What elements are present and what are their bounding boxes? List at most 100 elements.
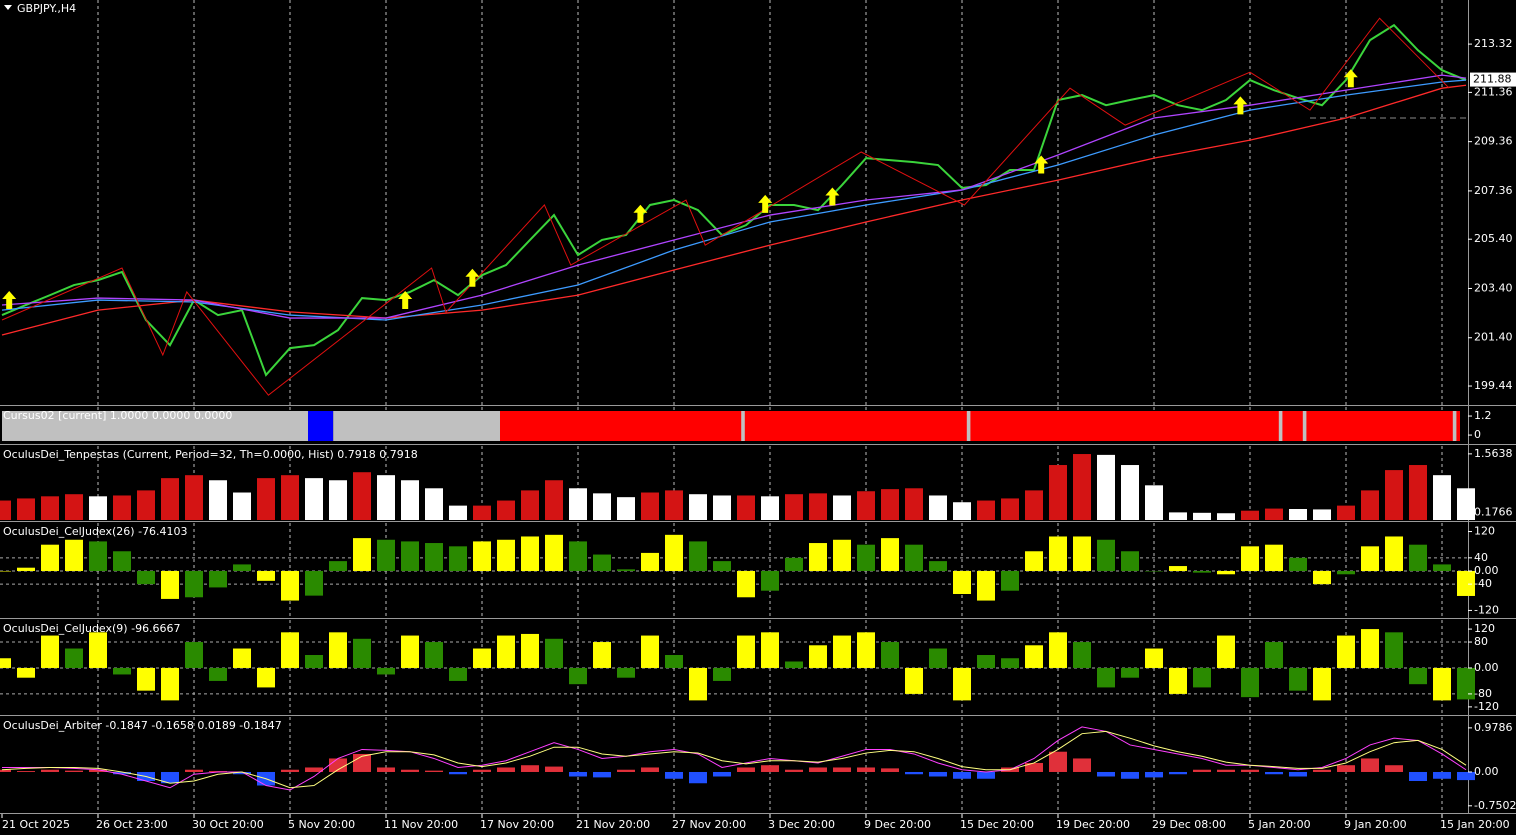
histogram-bar: [1121, 465, 1139, 520]
y-tick-label: -120: [1474, 603, 1499, 616]
x-tick-label: 9 Jan 20:00: [1344, 818, 1407, 831]
histogram-bar: [953, 570, 971, 594]
histogram-bar: [353, 538, 371, 571]
histogram-bar: [17, 567, 35, 571]
histogram-bar: [761, 496, 779, 520]
histogram-bar: [401, 541, 419, 571]
histogram-bar: [905, 667, 923, 694]
histogram-bar: [1241, 667, 1259, 698]
panel-title: OculusDei_CelJudex(9) -96.6667: [3, 622, 181, 635]
x-tick-label: 11 Nov 20:00: [384, 818, 458, 831]
histogram-bar: [1385, 536, 1403, 571]
histogram-bar: [1385, 632, 1403, 668]
histogram-bar: [1169, 667, 1187, 694]
histogram-bar: [977, 655, 995, 668]
histogram-bar: [521, 633, 539, 668]
histogram-bar: [353, 638, 371, 668]
y-tick-label: 203.40: [1474, 281, 1513, 294]
histogram-bar: [1001, 570, 1019, 591]
histogram-bar: [401, 635, 419, 668]
histogram-bar: [1169, 512, 1187, 520]
histogram-bar: [1433, 667, 1451, 701]
y-tick-label: 201.40: [1474, 331, 1513, 344]
x-tick-label: 21 Oct 2025: [2, 818, 70, 831]
histogram-bar: [785, 494, 803, 520]
histogram-bar: [593, 771, 611, 778]
histogram-bar: [113, 551, 131, 571]
histogram-bar: [1145, 570, 1163, 572]
x-tick-label: 27 Nov 20:00: [672, 818, 746, 831]
histogram-bar: [641, 552, 659, 571]
histogram-bar: [1337, 570, 1355, 575]
histogram-bar: [569, 541, 587, 571]
histogram-bar: [1121, 551, 1139, 571]
indicator-line: [1, 84, 1467, 336]
y-tick-label: 205.40: [1474, 232, 1513, 245]
signal-arrow: [1233, 96, 1248, 115]
y-tick-label: 80: [1474, 635, 1488, 648]
histogram-bar: [1001, 498, 1019, 520]
histogram-bar: [497, 500, 515, 520]
histogram-bar: [665, 655, 683, 668]
histogram-bar: [377, 667, 395, 675]
histogram-bar: [785, 661, 803, 668]
histogram-bar: [0, 570, 11, 572]
signal-arrow: [633, 204, 648, 223]
state-segment: [308, 411, 334, 441]
histogram-bar: [473, 541, 491, 571]
histogram-bar: [593, 493, 611, 520]
histogram-bar: [881, 538, 899, 571]
y-tick-label: 40: [1474, 551, 1488, 564]
histogram-bar: [257, 570, 275, 581]
histogram-bar: [977, 570, 995, 601]
histogram-bar: [1361, 490, 1379, 520]
panel-title: OculusDei_Tenpestas (Current, Period=32,…: [3, 448, 418, 461]
histogram-bar: [521, 536, 539, 571]
x-tick-label: 17 Nov 20:00: [480, 818, 554, 831]
histogram-bar: [1313, 570, 1331, 585]
histogram-bar: [233, 564, 251, 571]
histogram-bar: [65, 770, 83, 772]
histogram-bar: [953, 502, 971, 520]
histogram-bar: [545, 638, 563, 668]
x-tick-label: 9 Dec 20:00: [864, 818, 931, 831]
histogram-bar: [857, 544, 875, 571]
histogram-bar: [1145, 648, 1163, 668]
histogram-bar: [569, 488, 587, 520]
histogram-bar: [785, 769, 803, 772]
x-tick-label: 15 Jan 20:00: [1440, 818, 1510, 831]
histogram-bar: [137, 570, 155, 585]
histogram-bar: [545, 534, 563, 571]
histogram-bar: [185, 769, 203, 772]
histogram-bar: [1457, 771, 1475, 781]
histogram-bar: [1169, 771, 1187, 775]
histogram-bar: [881, 489, 899, 520]
histogram-bar: [521, 765, 539, 772]
histogram-bar: [41, 769, 59, 772]
histogram-bar: [545, 766, 563, 772]
histogram-bar: [929, 495, 947, 520]
histogram-bar: [1313, 667, 1331, 701]
y-tick-label: 211.36: [1474, 85, 1513, 98]
y-tick-label: 1.2: [1474, 409, 1492, 422]
histogram-bar: [281, 570, 299, 601]
y-tick-label: -80: [1474, 687, 1492, 700]
histogram-bar: [929, 771, 947, 777]
histogram-bar: [473, 769, 491, 772]
histogram-bar: [905, 771, 923, 775]
histogram-bar: [761, 570, 779, 591]
histogram-bar: [689, 667, 707, 701]
histogram-bar: [185, 570, 203, 598]
histogram-bar: [425, 543, 443, 571]
state-segment: [2, 411, 308, 441]
histogram-bar: [1289, 771, 1307, 777]
histogram-bar: [737, 570, 755, 598]
histogram-bar: [185, 642, 203, 668]
histogram-bar: [1337, 505, 1355, 520]
histogram-bar: [497, 539, 515, 571]
histogram-bar: [641, 635, 659, 668]
price-line: [1, 23, 1467, 377]
histogram-bar: [1241, 769, 1259, 772]
signal-line: [1, 730, 1467, 789]
histogram-bar: [641, 767, 659, 772]
